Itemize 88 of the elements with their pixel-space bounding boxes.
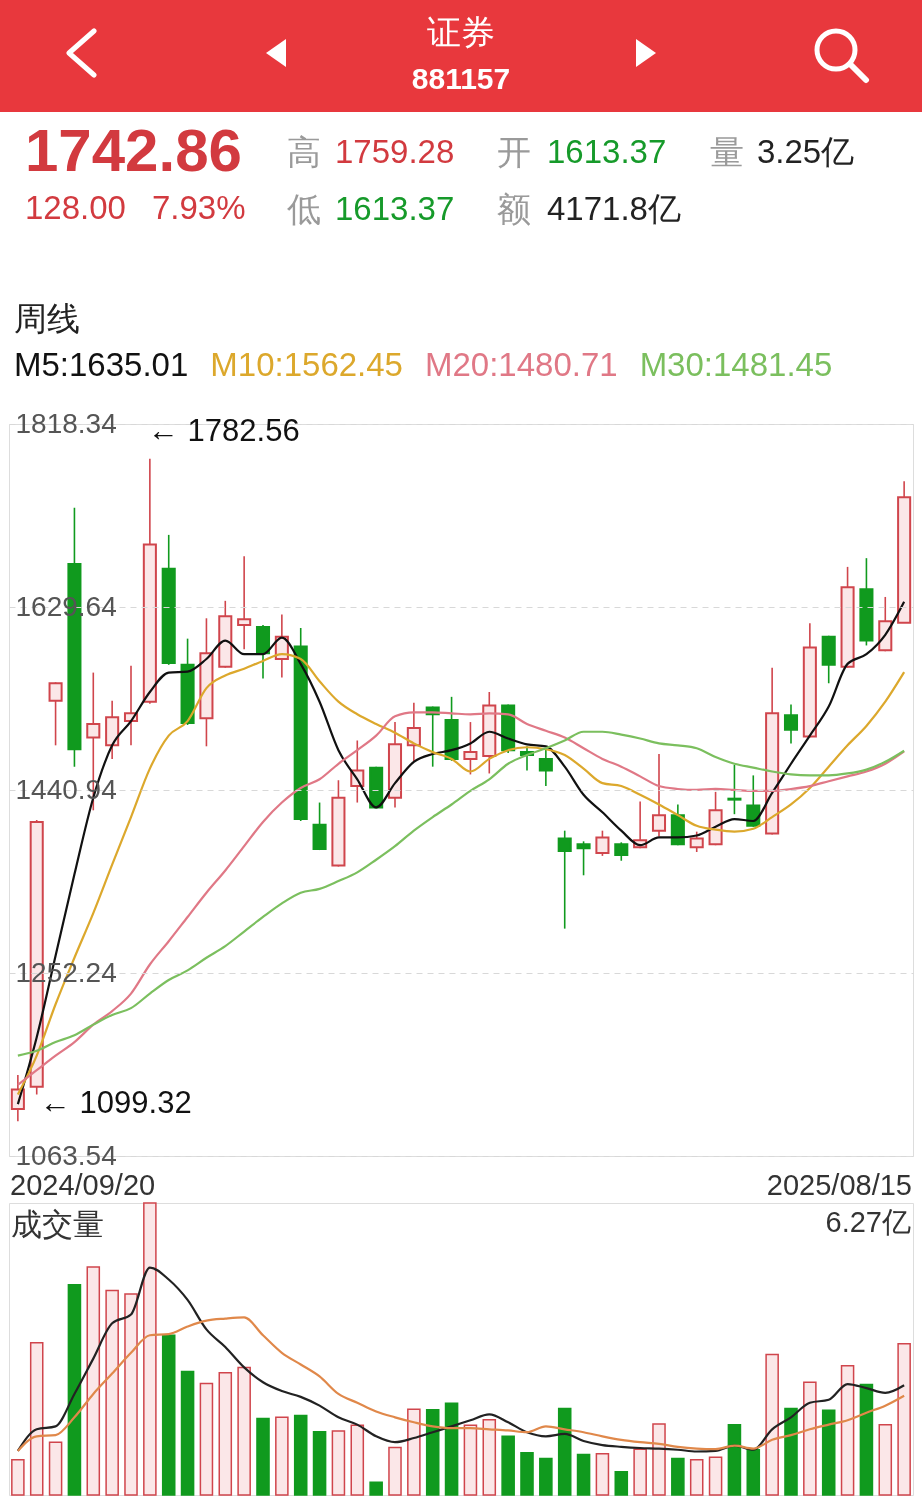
bar <box>595 1453 610 1496</box>
legend-title: 周线 <box>14 300 80 337</box>
bar <box>463 1424 478 1496</box>
annotation: ← 1782.56 <box>148 413 300 449</box>
text: 3.25亿 <box>757 133 855 171</box>
text: 128.00 <box>25 189 126 227</box>
bar <box>520 1451 534 1496</box>
chart-title: 成交量 <box>11 1207 104 1242</box>
bar <box>161 1334 176 1496</box>
bar <box>350 1424 365 1496</box>
text: M30:1481.45 <box>639 346 833 383</box>
text: 4171.8亿 <box>547 190 681 228</box>
text: 1742.86 <box>25 117 242 184</box>
text: 2025/08/15 <box>766 1169 912 1202</box>
candlestick <box>727 763 742 815</box>
text: 1613.37 <box>547 133 667 171</box>
bar <box>425 1408 440 1496</box>
bar <box>11 1458 25 1496</box>
text: 7.93% <box>152 189 246 227</box>
text: M20:1480.71 <box>424 346 618 383</box>
text: 低 <box>287 190 321 229</box>
candlestick <box>689 830 704 853</box>
text: 1759.28 <box>335 133 455 171</box>
bar <box>124 1293 138 1496</box>
bar <box>369 1481 383 1496</box>
bar <box>878 1423 893 1496</box>
y-tick-label: 1818.34 <box>15 407 117 439</box>
bar <box>293 1414 308 1496</box>
bar <box>331 1430 346 1496</box>
bar <box>218 1371 233 1496</box>
bar <box>784 1407 798 1496</box>
bar <box>143 1202 157 1496</box>
candlestick <box>538 748 553 787</box>
candlestick <box>576 840 591 877</box>
bar <box>746 1448 761 1496</box>
bar <box>501 1435 515 1496</box>
text: 额 <box>497 190 531 229</box>
bar <box>671 1457 685 1496</box>
bar <box>407 1408 421 1496</box>
bar <box>652 1423 666 1496</box>
bar <box>765 1353 779 1496</box>
text: 量 <box>710 133 744 172</box>
bar <box>48 1441 63 1496</box>
bar <box>86 1266 101 1496</box>
text: 2024/09/20 <box>10 1169 156 1202</box>
candlestick <box>557 829 572 930</box>
bar <box>237 1366 251 1496</box>
bar <box>840 1364 855 1496</box>
annotation: 6.27亿 <box>825 1206 911 1238</box>
bar <box>633 1448 647 1496</box>
bar <box>312 1430 327 1496</box>
y-tick-label: 1063.54 <box>15 1139 117 1171</box>
text: 开 <box>497 133 531 172</box>
bar <box>576 1453 591 1496</box>
bar <box>821 1409 836 1496</box>
bar <box>539 1457 553 1496</box>
candlestick <box>48 681 63 747</box>
candlestick <box>595 829 610 857</box>
bar <box>444 1402 459 1496</box>
text: 高 <box>287 133 321 172</box>
annotation: ← 1099.32 <box>40 1085 192 1121</box>
bar <box>199 1382 214 1496</box>
bar <box>708 1456 723 1496</box>
bar <box>859 1383 874 1496</box>
bar <box>803 1381 817 1496</box>
bar <box>614 1470 629 1496</box>
bar <box>482 1418 497 1496</box>
bar <box>105 1289 119 1496</box>
bar <box>256 1417 270 1496</box>
text: M5:1635.01 <box>14 346 189 383</box>
chart-title: 证券 <box>426 12 496 53</box>
bar <box>727 1423 742 1496</box>
bar <box>689 1458 704 1496</box>
text: 1613.37 <box>335 190 455 228</box>
candlestick <box>463 721 478 776</box>
bar <box>388 1446 402 1496</box>
bar <box>557 1407 572 1496</box>
candlestick <box>237 555 252 651</box>
candlestick <box>614 841 629 862</box>
text: M10:1562.45 <box>210 346 403 383</box>
bar <box>29 1342 44 1496</box>
candlestick <box>783 703 799 745</box>
bar <box>180 1370 195 1496</box>
chart-subtitle: 881157 <box>410 62 512 96</box>
bar <box>897 1342 911 1496</box>
bar <box>67 1284 82 1496</box>
candlestick <box>651 753 667 838</box>
bar <box>275 1416 289 1496</box>
